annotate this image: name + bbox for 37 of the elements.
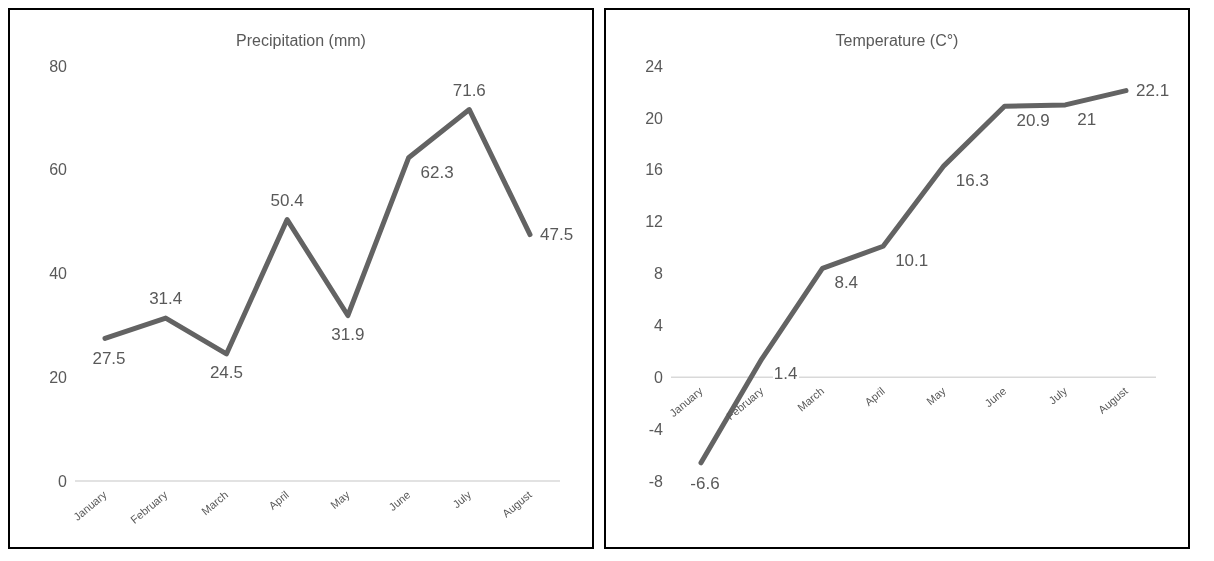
y-tick-label: 12 [645, 213, 664, 231]
data-label: 31.9 [331, 324, 365, 344]
data-label: 50.4 [270, 190, 304, 210]
data-label: 31.4 [149, 289, 183, 309]
y-tick-label: -8 [648, 472, 664, 490]
data-label: 22.1 [1136, 80, 1170, 100]
data-label: -6.6 [690, 473, 720, 493]
x-tick-label: May [328, 488, 353, 511]
y-tick-label: 20 [49, 368, 68, 386]
y-tick-label: 0 [58, 472, 68, 490]
data-label: 62.3 [420, 162, 454, 182]
data-label: 20.9 [1016, 111, 1050, 131]
y-tick-label: 16 [645, 161, 664, 179]
y-tick-label: 80 [49, 57, 68, 75]
x-tick-label: July [450, 488, 474, 511]
data-label: 8.4 [834, 273, 859, 293]
chart-title: Temperature (C°) [834, 32, 960, 51]
data-label: 47.5 [540, 224, 574, 244]
x-tick-label: June [982, 384, 1009, 410]
y-tick-label: -4 [648, 420, 664, 438]
data-label: 24.5 [209, 362, 243, 382]
x-tick-label: May [924, 384, 949, 408]
x-tick-label: July [1046, 384, 1070, 407]
chart-title: Precipitation (mm) [235, 32, 367, 51]
y-tick-label: 60 [49, 161, 68, 179]
data-label: 71.6 [452, 80, 486, 100]
y-tick-label: 8 [654, 265, 664, 283]
data-label: 21 [1077, 109, 1097, 129]
data-label: 1.4 [773, 364, 798, 384]
y-tick-label: 40 [49, 265, 68, 283]
y-tick-label: 24 [645, 57, 664, 75]
y-tick-label: 0 [654, 368, 664, 386]
y-tick-label: 20 [645, 109, 664, 127]
data-label: 10.1 [895, 251, 929, 271]
y-tick-label: 4 [654, 317, 664, 335]
data-label: 16.3 [955, 170, 989, 190]
data-label: 27.5 [92, 349, 126, 369]
